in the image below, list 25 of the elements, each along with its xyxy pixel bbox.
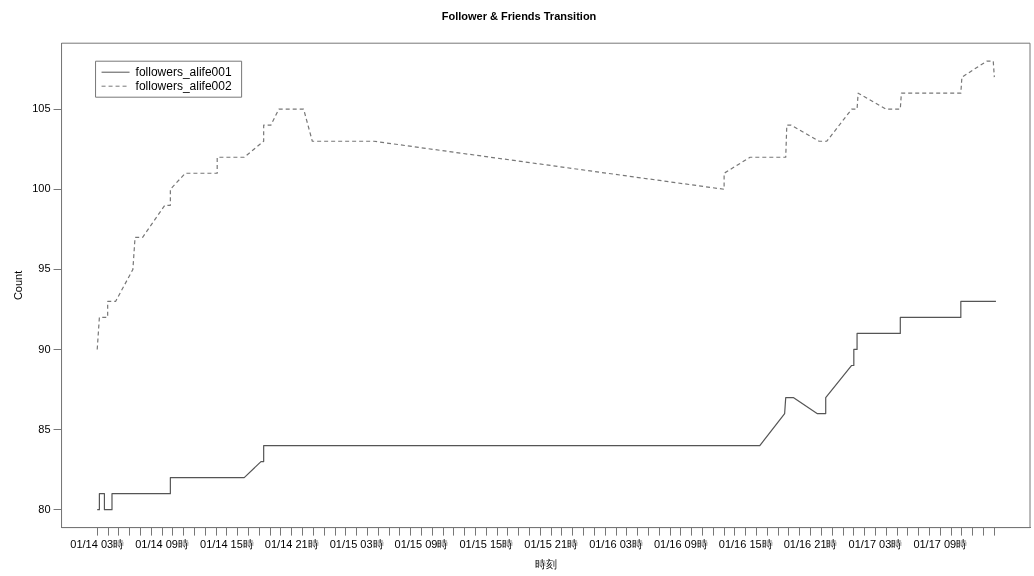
x-tick-label: 01/15 15時	[459, 538, 514, 551]
y-tick-label: 95	[38, 262, 51, 275]
x-axis-title: 時刻	[534, 558, 557, 571]
x-tick-label: 01/14 09時	[135, 538, 189, 551]
x-tick-label: 01/17 03時	[848, 538, 903, 551]
x-tick-label: 01/15 21時	[524, 538, 579, 551]
legend-label: followers_alife001	[135, 64, 232, 79]
x-tick-label: 01/16 03時	[589, 538, 643, 551]
x-tick-label: 01/15 03時	[329, 538, 384, 551]
y-tick-label: 90	[38, 342, 51, 355]
x-tick-label: 01/14 03時	[70, 538, 125, 551]
y-tick-label: 100	[32, 182, 51, 195]
y-tick-label: 85	[38, 422, 51, 435]
x-tick-label: 01/16 21時	[783, 538, 838, 551]
chart-title: Follower & Friends Transition	[441, 9, 597, 22]
y-tick-label: 80	[38, 502, 51, 515]
x-tick-label: 01/16 09時	[653, 538, 708, 551]
x-tick-label: 01/17 09時	[913, 538, 968, 551]
y-axis-title: Count	[11, 270, 24, 301]
x-tick-label: 01/14 21時	[264, 538, 319, 551]
legend-label: followers_alife002	[135, 78, 232, 93]
x-tick-label: 01/14 15時	[200, 538, 254, 551]
x-tick-label: 01/16 15時	[718, 538, 773, 551]
x-tick-label: 01/15 09時	[394, 538, 449, 551]
y-tick-label: 105	[32, 102, 51, 115]
